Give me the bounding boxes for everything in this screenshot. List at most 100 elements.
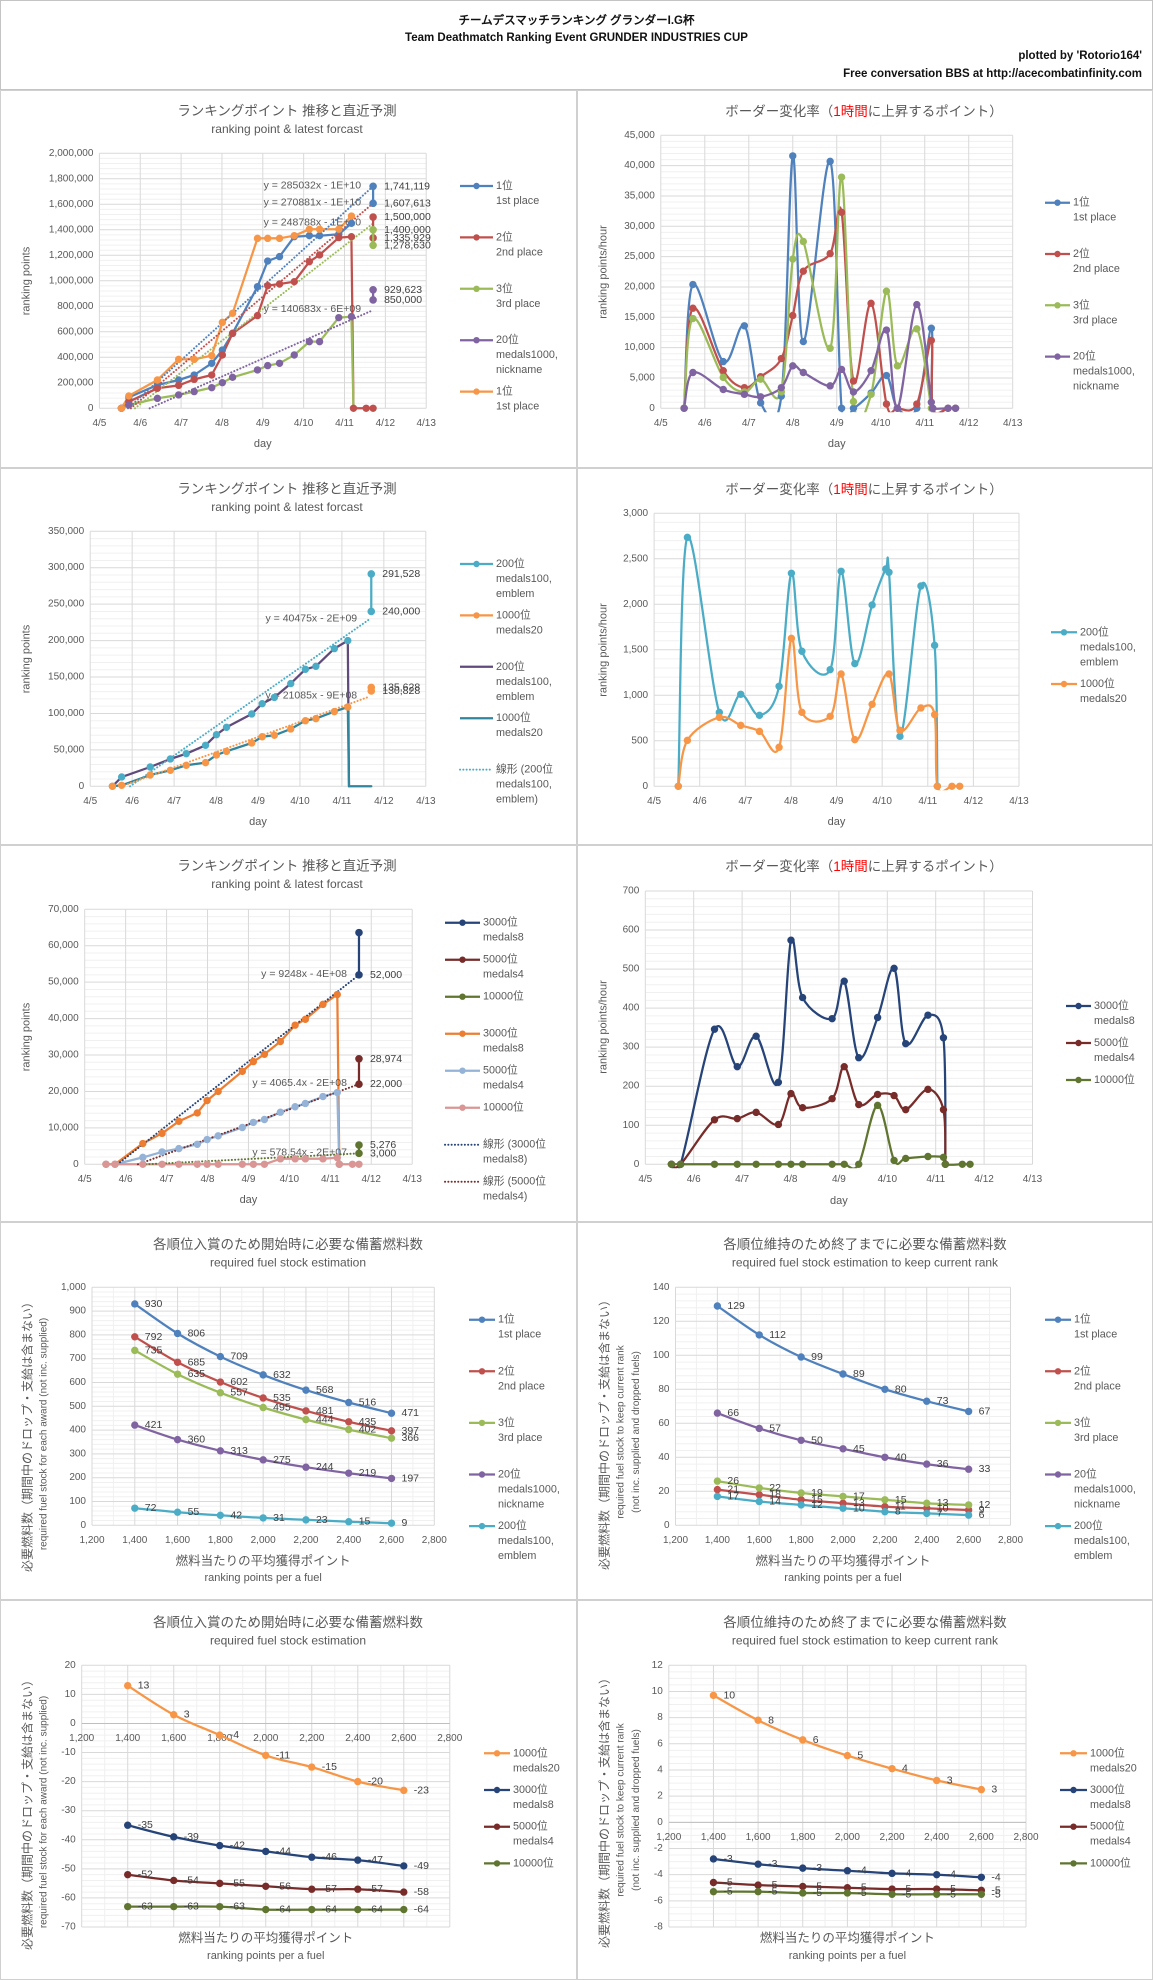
data-point: [917, 704, 925, 712]
x-tick-label: 4/5: [654, 418, 668, 429]
data-label: 42: [230, 1509, 242, 1521]
x-tick-label: 4/7: [174, 418, 188, 429]
data-point: [208, 359, 216, 367]
data-label: -5: [768, 1879, 777, 1891]
chart-subtitle: ranking point & latest forcast: [211, 877, 363, 891]
data-point: [755, 711, 764, 720]
y-tick-label: 0: [643, 781, 649, 792]
legend-marker-icon: [1054, 302, 1061, 309]
legend-marker-icon: [1054, 353, 1061, 360]
data-point: [837, 173, 846, 181]
y-tick-label: 25,000: [624, 251, 655, 262]
data-point: [956, 782, 964, 790]
legend-label: emblem: [498, 1550, 536, 1562]
y-tick-label: 1,800,000: [49, 173, 94, 184]
data-point: [689, 280, 697, 289]
forecast-marker: [355, 928, 363, 937]
legend-marker-icon: [473, 337, 480, 344]
x-tick-label: 4/13: [1003, 418, 1023, 429]
series-lines: [670, 936, 972, 1169]
data-point: [927, 324, 936, 332]
data-point: [881, 1453, 889, 1462]
data-point: [387, 1434, 396, 1442]
x-axis-label: day: [828, 438, 846, 450]
gridlines: [660, 134, 1014, 409]
data-point: [851, 735, 859, 744]
trendline-equation: y = 578.54x - 2E+07: [252, 1146, 347, 1158]
data-point: [843, 1751, 852, 1760]
legend-label: 5000位: [483, 952, 518, 966]
y-tick-label: 10: [652, 1686, 664, 1697]
data-point: [888, 1869, 896, 1878]
data-point: [315, 231, 324, 240]
x-tick-label: 4/13: [402, 1174, 422, 1185]
data-point: [124, 1821, 132, 1829]
y-tick-label: 30,000: [48, 1050, 79, 1061]
data-point: [139, 1160, 147, 1168]
data-point: [719, 373, 727, 382]
forecast-label: 1,335,929: [384, 232, 431, 244]
data-point: [709, 1691, 718, 1700]
data-point: [855, 1160, 863, 1168]
data-point: [755, 727, 764, 736]
x-tick-label: 2,000: [253, 1733, 278, 1744]
data-point: [755, 1491, 763, 1499]
data-point: [258, 699, 266, 708]
data-point: [259, 1403, 267, 1412]
x-tick-label: 4/6: [133, 418, 147, 429]
data-point: [868, 700, 876, 709]
data-point: [262, 1751, 270, 1760]
data-label: 366: [402, 1432, 420, 1444]
data-label: -5: [723, 1877, 732, 1889]
data-point: [867, 390, 875, 399]
data-label: -11: [276, 1749, 291, 1761]
x-axis-label: day: [828, 816, 846, 828]
data-label: 15: [811, 1494, 823, 1506]
data-point: [319, 1092, 327, 1101]
x-tick-label: 4/9: [241, 1174, 255, 1185]
data-point: [153, 384, 162, 392]
legend: 3000位 medals8 5000位 medals4 10000位: [1066, 998, 1135, 1086]
chart-subtitle: required fuel stock estimation: [210, 1634, 366, 1648]
y-tick-label: 500: [631, 735, 648, 746]
data-point: [893, 362, 902, 370]
legend-label: medals100,: [496, 676, 552, 688]
data-point: [977, 1890, 986, 1898]
forecast-label: 1,278,630: [384, 239, 431, 251]
data-label: 792: [145, 1331, 163, 1343]
legend-label: 1st place: [496, 401, 539, 413]
data-point: [291, 1103, 299, 1111]
data-point: [190, 355, 198, 364]
x-tick-label: 4/13: [1009, 796, 1029, 807]
data-point: [777, 354, 786, 363]
legend-marker-icon: [459, 919, 466, 926]
credit-text: plotted by 'Rotorio164': [1018, 50, 1142, 62]
legend-marker-icon: [473, 388, 480, 395]
legend-marker-icon: [1054, 1419, 1062, 1427]
data-point: [839, 1504, 847, 1512]
data-point: [108, 782, 117, 790]
legend-label: 200位: [1080, 624, 1109, 638]
y-axis-label: required fuel stock for each award (not …: [39, 1696, 50, 1928]
legend-item: 5000位 medals4: [1060, 1819, 1131, 1848]
data-point: [913, 400, 921, 408]
data-label: -5: [902, 1888, 911, 1900]
forecast-marker: [355, 971, 363, 979]
data-point: [349, 404, 358, 412]
data-point: [347, 312, 356, 321]
data-point: [680, 404, 688, 412]
forecast: 1,400,000 1,278,630: [369, 224, 431, 251]
y-tick-label: 1,200,000: [49, 250, 94, 261]
trendline-equation: y = 9248x - 4E+08: [261, 968, 347, 980]
legend-label: medals20: [513, 1762, 560, 1774]
legend-label: nickname: [498, 1499, 544, 1511]
data-label: 50: [811, 1434, 823, 1446]
legend-label: 3rd place: [1073, 314, 1117, 326]
data-point: [755, 1331, 763, 1339]
x-tick-label: 2,000: [830, 1535, 855, 1546]
data-point: [873, 1090, 882, 1099]
y-tick-label: 2,000,000: [49, 148, 94, 159]
data-label: 8: [768, 1714, 774, 1726]
legend-marker-icon: [1070, 1823, 1077, 1830]
data-point: [799, 368, 808, 377]
